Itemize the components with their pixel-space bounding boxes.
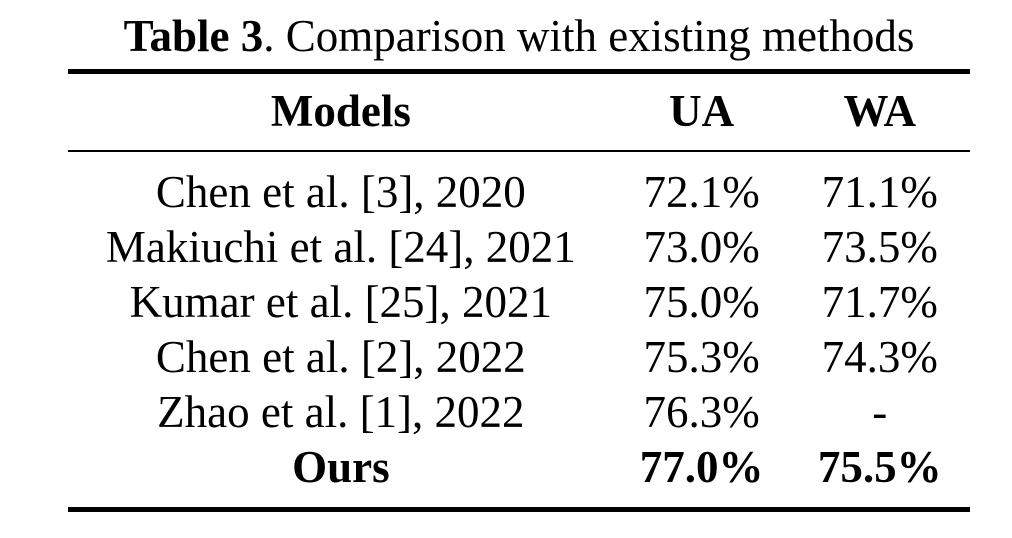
table-row: Kumar et al. [25], 2021 75.0% 71.7% <box>68 275 970 330</box>
ua-cell: 77.0% <box>639 441 764 492</box>
table-row: Chen et al. [2], 2022 75.3% 74.3% <box>68 330 970 385</box>
ua-cell: 76.3% <box>643 386 760 437</box>
model-cell: Kumar et al. [25], 2021 <box>129 276 553 327</box>
caption-text: . Comparison with existing methods <box>263 11 915 61</box>
model-cell: Makiuchi et al. [24], 2021 <box>105 221 576 272</box>
wa-cell: 73.5% <box>821 221 938 272</box>
wa-cell: 74.3% <box>821 331 938 382</box>
column-header-models: Models <box>270 86 411 137</box>
model-cell: Zhao et al. [1], 2022 <box>157 386 525 437</box>
ua-cell: 73.0% <box>643 221 760 272</box>
ua-cell: 75.0% <box>643 276 760 327</box>
column-header-wa: WA <box>843 86 917 137</box>
table-header: Models UA WA <box>68 74 970 150</box>
top-rule <box>68 69 970 74</box>
model-cell: Chen et al. [3], 2020 <box>155 166 526 217</box>
table-row: Makiuchi et al. [24], 2021 73.0% 73.5% <box>68 220 970 275</box>
table-body: Chen et al. [3], 2020 72.1% 71.1% Makiuc… <box>68 152 970 507</box>
model-cell: Chen et al. [2], 2022 <box>155 331 526 382</box>
table-row: Zhao et al. [1], 2022 76.3% - <box>68 385 970 440</box>
ua-cell: 72.1% <box>643 166 760 217</box>
table-row: Ours 77.0% 75.5% <box>68 440 970 495</box>
model-cell: Ours <box>292 441 390 492</box>
ua-cell: 75.3% <box>643 331 760 382</box>
wa-cell: 71.7% <box>821 276 938 327</box>
table-caption: Table 3. Comparison with existing method… <box>55 10 983 62</box>
table-row: Chen et al. [3], 2020 72.1% 71.1% <box>68 165 970 220</box>
wa-cell: 71.1% <box>821 166 938 217</box>
bottom-rule <box>68 507 970 512</box>
wa-cell: 75.5% <box>817 441 942 492</box>
wa-cell: - <box>872 386 888 437</box>
column-header-ua: UA <box>669 86 735 137</box>
comparison-table: Models UA WA Chen et al. [3], 2020 72.1%… <box>68 69 970 512</box>
caption-number: Table 3 <box>123 11 264 61</box>
header-rule <box>68 150 970 152</box>
table-header-row: Models UA WA <box>68 74 970 150</box>
